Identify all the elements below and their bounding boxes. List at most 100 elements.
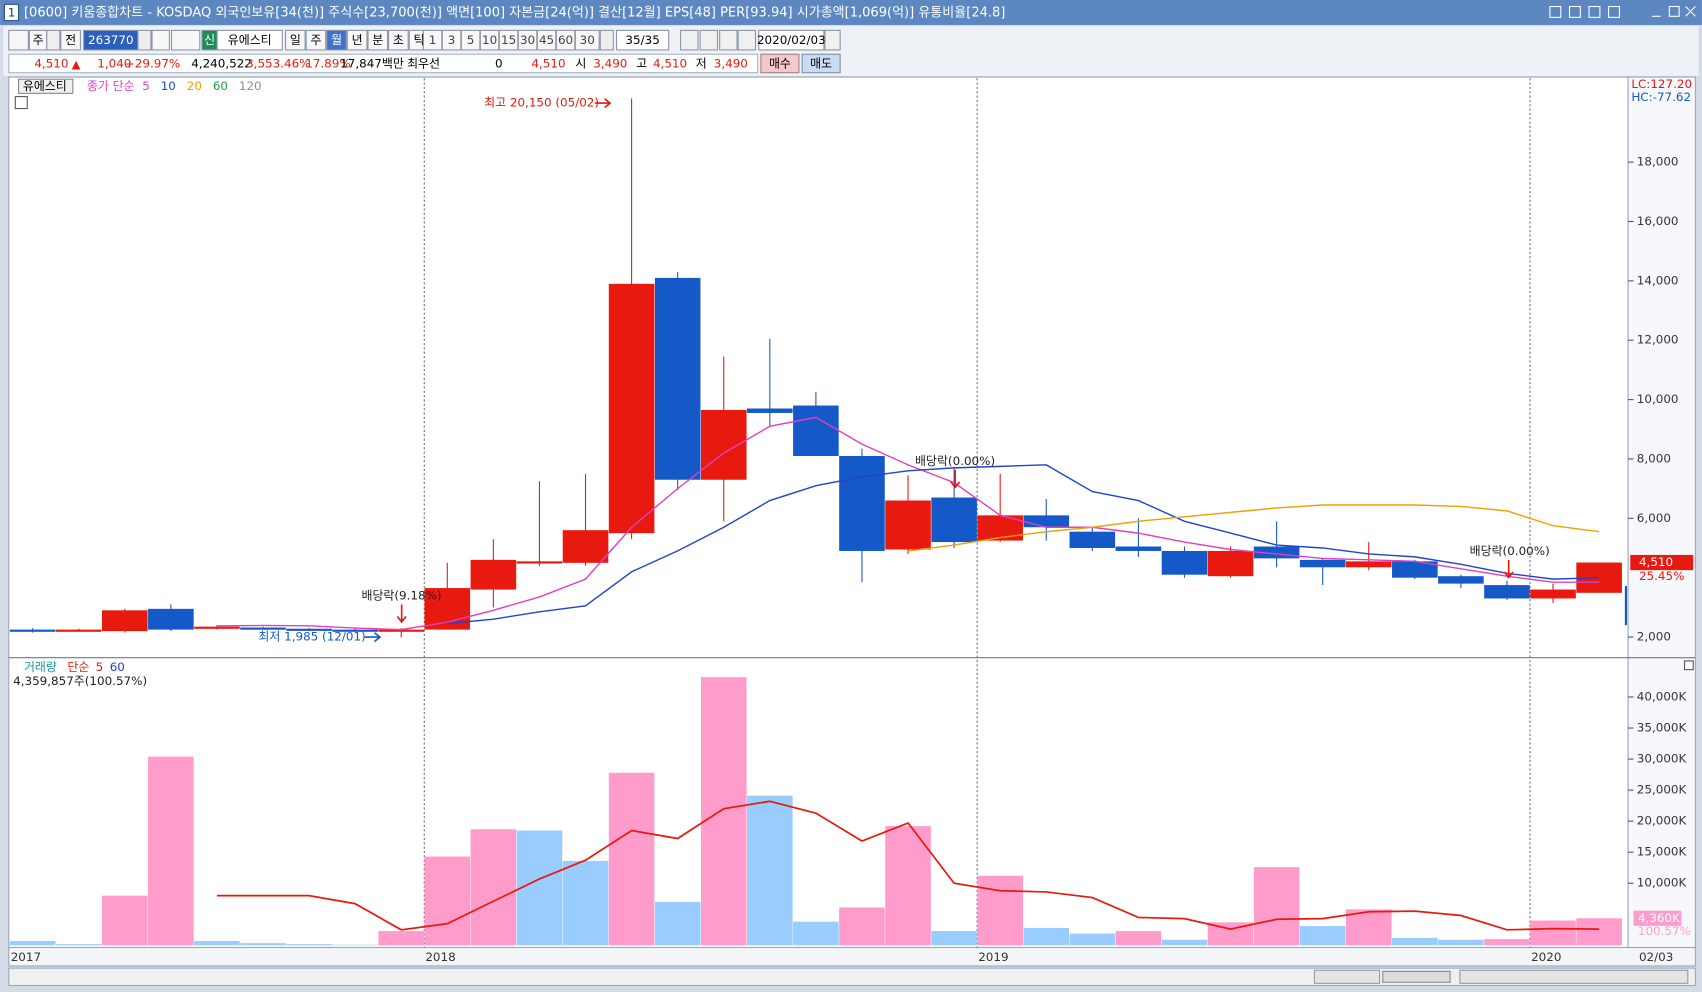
stock-name-box[interactable] bbox=[216, 29, 283, 51]
quote-best-price: 4,510 bbox=[531, 57, 565, 71]
volume-legend-ma: 60 bbox=[110, 660, 125, 674]
period-box[interactable] bbox=[305, 29, 327, 51]
scrollbar[interactable] bbox=[8, 967, 1696, 987]
moving-average bbox=[907, 504, 1600, 552]
count: 30 bbox=[580, 33, 595, 47]
dropdown[interactable] bbox=[599, 29, 614, 51]
volume-bar bbox=[839, 907, 885, 946]
volume-tag bbox=[1633, 910, 1682, 926]
volume-legend-ma: 5 bbox=[96, 660, 104, 674]
period: 분 bbox=[372, 33, 383, 47]
period-box[interactable] bbox=[326, 29, 347, 51]
stock-name: 유에스티 bbox=[228, 33, 272, 47]
candle-body bbox=[931, 497, 977, 543]
code: 263770 bbox=[88, 33, 134, 47]
x-tick-label: 2018 bbox=[425, 950, 455, 964]
volume-bar bbox=[240, 943, 286, 946]
candle-body bbox=[516, 561, 563, 564]
candle-body bbox=[194, 626, 240, 629]
buy-button[interactable] bbox=[760, 53, 800, 74]
candle-body bbox=[286, 628, 332, 631]
scope-box[interactable] bbox=[60, 29, 81, 51]
candle-body bbox=[1069, 531, 1116, 548]
quote-high-label: 고 bbox=[636, 57, 647, 71]
legend-ma-label: 종가 단순 bbox=[87, 79, 135, 93]
volume-bar bbox=[1299, 926, 1346, 946]
candle-body bbox=[1345, 561, 1392, 568]
title-bar bbox=[0, 0, 1702, 25]
volume-value: 4,359,857주(100.57%) bbox=[13, 674, 147, 688]
price-tag-rate: 25.45% bbox=[1639, 569, 1684, 583]
scroll-buttons[interactable] bbox=[1313, 969, 1381, 984]
calendar[interactable] bbox=[824, 29, 841, 51]
tool-icon[interactable] bbox=[719, 29, 738, 51]
tool-icon[interactable] bbox=[699, 29, 719, 51]
interval-box[interactable] bbox=[536, 29, 557, 51]
x-axis-area bbox=[8, 946, 1696, 967]
legend-ma: 10 bbox=[161, 79, 176, 93]
search[interactable] bbox=[151, 29, 170, 51]
arrow bbox=[594, 98, 612, 109]
grid-icon[interactable] bbox=[14, 96, 28, 110]
volume-bar bbox=[1576, 918, 1622, 946]
sell-button[interactable] bbox=[801, 53, 841, 74]
control-icon[interactable] bbox=[1549, 5, 1562, 18]
panel-icon[interactable] bbox=[1683, 660, 1694, 671]
arrow bbox=[396, 604, 407, 624]
quote-row bbox=[8, 53, 759, 74]
control-icon[interactable] bbox=[1608, 5, 1620, 18]
price-tag-label: 4,510 bbox=[1639, 555, 1673, 569]
period-box[interactable] bbox=[388, 29, 409, 51]
control-icon[interactable] bbox=[1568, 5, 1581, 18]
period-box[interactable] bbox=[284, 29, 306, 51]
candle-body bbox=[1299, 559, 1346, 568]
moving-average bbox=[447, 464, 1600, 625]
period-box[interactable] bbox=[367, 29, 389, 51]
candle-body bbox=[1392, 561, 1438, 578]
count-box[interactable] bbox=[574, 29, 600, 51]
volume-bar bbox=[562, 860, 609, 946]
period: 초 bbox=[393, 33, 404, 47]
dropdown[interactable] bbox=[137, 29, 152, 51]
candle-body bbox=[793, 405, 839, 456]
y-tick-label: 30,000K bbox=[1637, 752, 1688, 766]
date-box[interactable] bbox=[758, 29, 825, 51]
volume-bar bbox=[885, 826, 931, 946]
quote-change: 1,040 bbox=[97, 57, 131, 71]
icon[interactable] bbox=[8, 29, 29, 51]
volume-bar bbox=[747, 795, 793, 946]
legend-name-box bbox=[18, 78, 74, 94]
volume-bar bbox=[608, 772, 655, 946]
control-icon[interactable] bbox=[1588, 5, 1601, 18]
window-controls[interactable] bbox=[1549, 5, 1696, 18]
volume-bar bbox=[1115, 931, 1162, 946]
volume-bar bbox=[1484, 939, 1530, 946]
x-tick-label: 2020 bbox=[1531, 950, 1561, 964]
y-tick-label: 15,000K bbox=[1637, 845, 1688, 859]
y-tick-label: 10,000K bbox=[1637, 876, 1688, 890]
candle-body bbox=[332, 629, 378, 632]
tool-icon[interactable] bbox=[680, 29, 699, 51]
period: 월 bbox=[331, 33, 342, 47]
volume-bar bbox=[700, 677, 747, 946]
volume-bar bbox=[378, 931, 425, 946]
period: 틱 bbox=[414, 33, 425, 47]
scroll-thumb[interactable] bbox=[1382, 970, 1451, 983]
zoom-buttons[interactable] bbox=[1459, 969, 1689, 984]
candle-body bbox=[240, 627, 286, 630]
y-tick-label: 10,000 bbox=[1637, 392, 1679, 406]
tool-icon[interactable] bbox=[737, 29, 757, 51]
close[interactable] bbox=[1685, 6, 1696, 17]
volume-bar bbox=[148, 756, 194, 946]
annotation-high: 최고 20,150 (05/02) bbox=[484, 96, 599, 110]
maximize[interactable] bbox=[1668, 5, 1680, 17]
period-box[interactable] bbox=[346, 29, 368, 51]
dropdown[interactable] bbox=[46, 29, 61, 51]
window-number: 1 bbox=[8, 6, 16, 20]
history[interactable] bbox=[171, 29, 201, 51]
x-tick-label: 2017 bbox=[11, 950, 41, 964]
page-box[interactable] bbox=[616, 29, 670, 51]
arrow bbox=[950, 469, 961, 489]
legend-ma: 5 bbox=[142, 79, 150, 93]
